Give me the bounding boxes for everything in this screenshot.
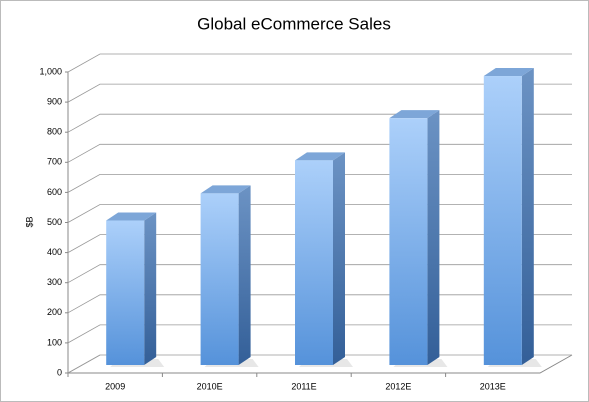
bar-side — [333, 152, 345, 365]
bar-top — [389, 110, 440, 119]
y-tick-label: 700 — [47, 157, 62, 167]
bar-top — [295, 152, 345, 161]
y-tick-label: 900 — [47, 96, 62, 106]
bar — [200, 193, 239, 365]
y-tick-label: 300 — [47, 277, 62, 287]
bar — [295, 160, 333, 365]
y-tick-label: 1,000 — [39, 66, 62, 76]
y-tick-label: 200 — [47, 307, 62, 317]
bar-side — [427, 110, 440, 366]
grid-line — [67, 83, 572, 103]
y-tick-label: 800 — [47, 127, 62, 137]
x-tick-label: 2009 — [105, 381, 125, 391]
x-tick-label: 2012E — [385, 381, 411, 391]
bar — [483, 76, 522, 365]
y-tick-label: 600 — [47, 187, 62, 197]
grid-line — [67, 53, 572, 73]
x-tick-label: 2011E — [291, 381, 316, 391]
bar — [106, 220, 145, 365]
y-tick-label: 500 — [47, 217, 62, 227]
bar-top — [483, 68, 534, 77]
bar-side — [238, 185, 251, 365]
bar-top — [200, 185, 251, 194]
y-tick-label: 400 — [47, 247, 62, 257]
y-tick-label: 0 — [57, 367, 62, 377]
bar — [389, 118, 428, 366]
y-tick-label: 100 — [47, 337, 62, 347]
chart-title: Global eCommerce Sales — [197, 14, 391, 33]
bar-side — [521, 68, 534, 365]
bar-top — [106, 212, 157, 221]
x-tick-label: 2010E — [197, 381, 223, 391]
x-tick-label: 2013E — [480, 381, 506, 391]
y-axis-label: $B — [24, 216, 34, 227]
bar-side — [144, 212, 157, 365]
